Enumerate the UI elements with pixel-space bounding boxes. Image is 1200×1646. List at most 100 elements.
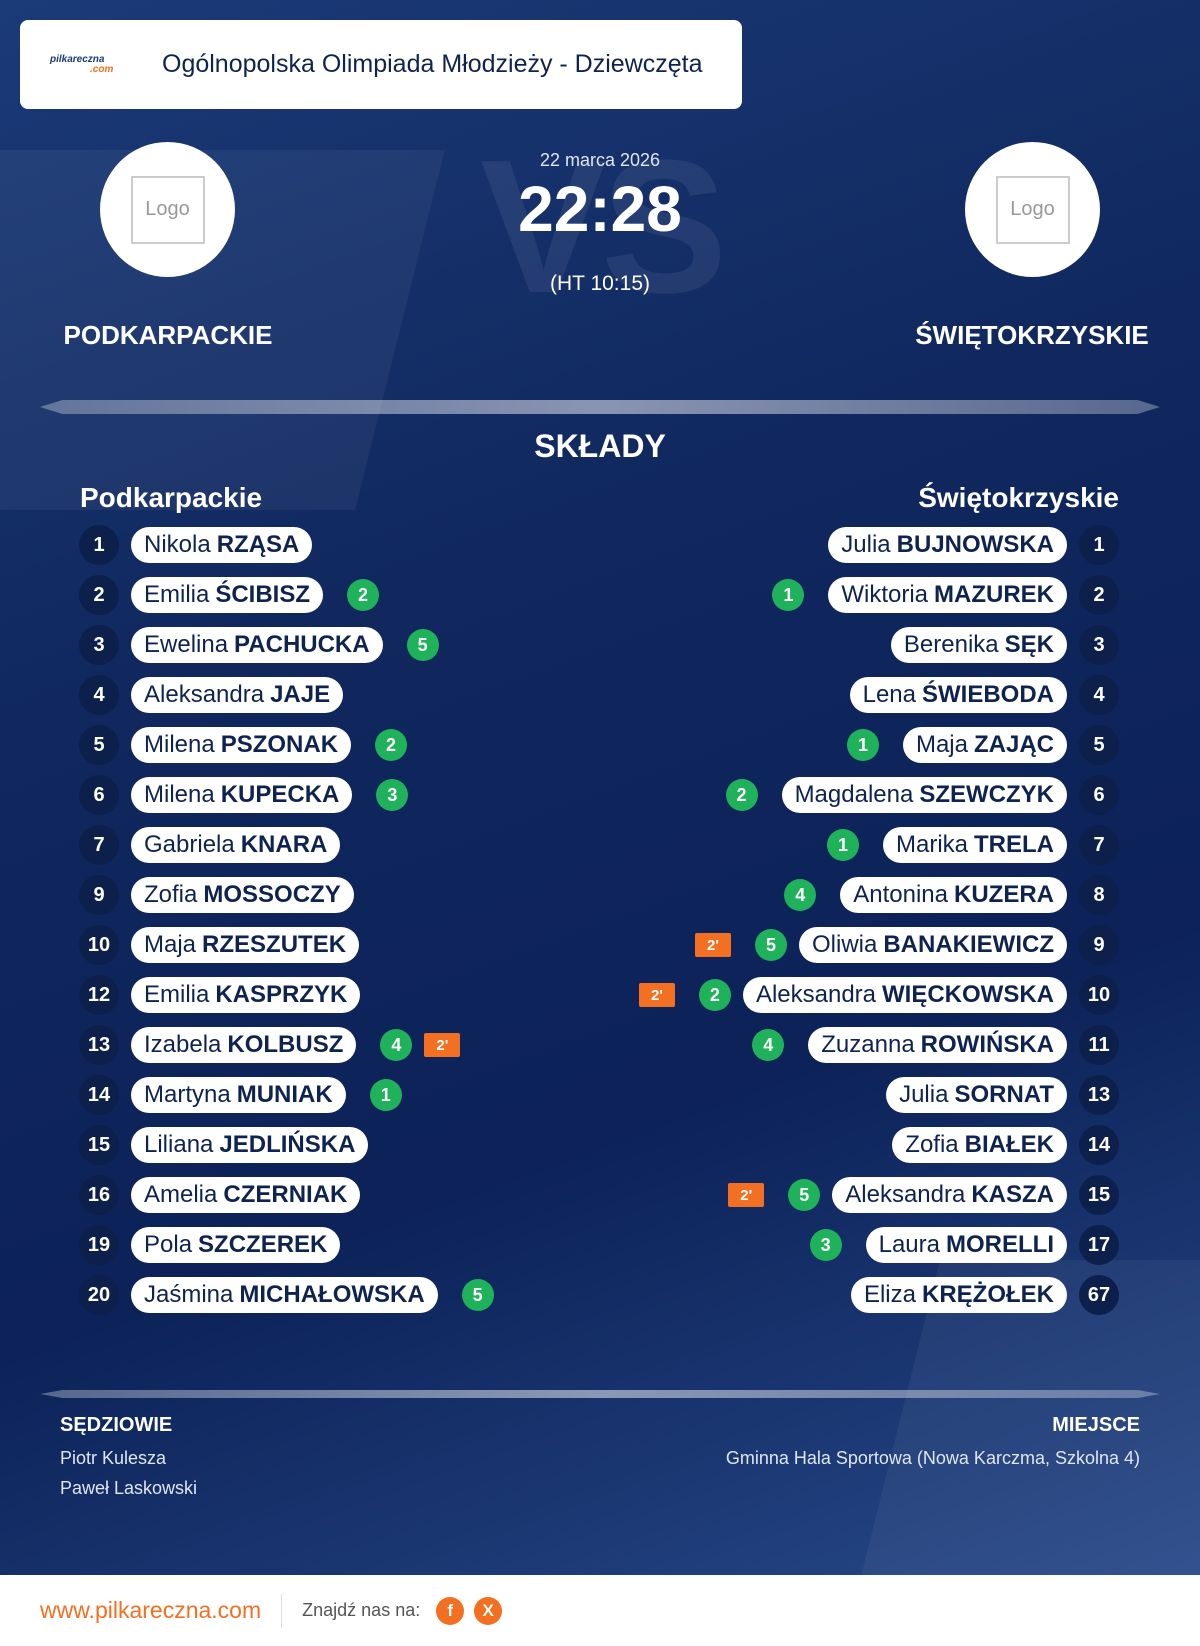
player-name: Liliana JEDLIŃSKA — [131, 1127, 369, 1163]
player-name: Maja RZESZUTEK — [131, 927, 360, 963]
shirt-number: 19 — [79, 1225, 119, 1265]
player-name: Amelia CZERNIAK — [131, 1177, 361, 1213]
goals: 4 — [752, 1029, 785, 1061]
player-name: Eliza KRĘŻOŁEK — [850, 1277, 1067, 1313]
shirt-number: 11 — [1079, 1025, 1119, 1065]
goals: 4 — [784, 879, 817, 911]
away-logo: Logo — [965, 142, 1100, 277]
first-name: Ewelina — [144, 631, 229, 658]
player-name: Julia BUJNOWSKA — [828, 527, 1067, 563]
find-us: Znajdź nas na: — [302, 1600, 421, 1620]
first-name: Laura — [878, 1231, 940, 1258]
player-name: Wiktoria MAZUREK — [828, 577, 1067, 613]
shirt-number: 7 — [1079, 825, 1119, 865]
goals: 2 — [698, 979, 731, 1011]
player-name: Emilia KASPRZYK — [131, 977, 361, 1013]
logo-placeholder: Logo — [130, 175, 205, 244]
shirt-number: 15 — [79, 1125, 119, 1165]
player-row: 3 Berenika SĘK — [890, 625, 1119, 665]
shirt-number: 15 — [1079, 1175, 1119, 1215]
x-link[interactable]: X — [474, 1596, 503, 1625]
player-row: 15 Aleksandra KASZA 5 2' — [728, 1175, 1119, 1215]
player-name: Berenika SĘK — [890, 627, 1067, 663]
first-name: Milena — [144, 731, 215, 758]
first-name: Amelia — [144, 1181, 218, 1208]
goals: 2 — [375, 729, 408, 761]
first-name: Berenika — [903, 631, 999, 658]
date: 22 marca 2026 — [539, 150, 661, 170]
section-title: SKŁADY — [534, 428, 666, 464]
last-name: BIAŁEK — [964, 1131, 1054, 1158]
player-name: Zofia MOSSOCZY — [131, 877, 354, 913]
player-row: 12 Emilia KASPRZYK — [79, 975, 361, 1015]
player-name: Maja ZAJĄC — [902, 727, 1067, 763]
away-name: ŚWIĘTOKRZYSKIE — [915, 320, 1149, 350]
player-row: 14 Zofia BIAŁEK — [892, 1125, 1119, 1165]
official: Paweł Laskowski — [60, 1478, 198, 1498]
goals: 5 — [755, 929, 787, 961]
first-name: Marika — [895, 831, 968, 858]
shirt-number: 2 — [79, 575, 119, 615]
last-name: KOLBUSZ — [227, 1031, 344, 1058]
goals: 3 — [809, 1229, 842, 1261]
player-name: Martyna MUNIAK — [131, 1077, 346, 1113]
player-row: 6 Milena KUPECKA 3 — [79, 775, 409, 815]
player-row: 20 Jaśmina MICHAŁOWSKA 5 — [79, 1275, 494, 1315]
url[interactable]: www.pilkareczna.com — [40, 1597, 262, 1623]
player-row: 5 Maja ZAJĄC 1 — [846, 725, 1119, 765]
shirt-number: 20 — [79, 1275, 119, 1315]
first-name: Zuzanna — [821, 1031, 915, 1058]
player-name: Antonina KUZERA — [840, 877, 1067, 913]
player-name: Lena ŚWIEBODA — [849, 677, 1067, 713]
venue: MIEJSCE Gminna Hala Sportowa (Nowa Karcz… — [726, 1414, 1140, 1473]
logo-suffix: .com — [90, 63, 114, 75]
last-name: KNARA — [240, 831, 328, 858]
goals: 1 — [826, 829, 859, 861]
last-name: MORELLI — [946, 1231, 1054, 1258]
home-logo: Logo — [100, 142, 235, 277]
player-name: Oliwia BANAKIEWICZ — [799, 927, 1067, 963]
player-row: 16 Amelia CZERNIAK — [79, 1175, 361, 1215]
shirt-number: 13 — [79, 1025, 119, 1065]
goals: 5 — [406, 629, 439, 661]
last-name: PACHUCKA — [234, 631, 370, 658]
player-row: 2 Wiktoria MAZUREK 1 — [772, 575, 1119, 615]
last-name: MAZUREK — [934, 581, 1054, 608]
shirt-number: 10 — [79, 925, 119, 965]
last-name: SĘK — [1004, 631, 1054, 658]
goals: 1 — [772, 579, 805, 611]
goals: 5 — [788, 1179, 821, 1211]
halftime: (HT 10:15) — [550, 272, 650, 295]
player-row: 19 Pola SZCZEREK — [79, 1225, 341, 1265]
last-name: KRĘŻOŁEK — [922, 1281, 1054, 1308]
last-name: JEDLIŃSKA — [219, 1131, 356, 1158]
player-name: Aleksandra JAJE — [131, 677, 344, 713]
player-name: Gabriela KNARA — [131, 827, 341, 863]
last-name: ROWIŃSKA — [920, 1031, 1054, 1058]
last-name: PSZONAK — [220, 731, 339, 758]
last-name: ŚWIEBODA — [922, 681, 1054, 708]
player-name: Izabela KOLBUSZ — [131, 1027, 357, 1063]
goals: 3 — [376, 779, 409, 811]
shirt-number: 16 — [79, 1175, 119, 1215]
player-name: Ewelina PACHUCKA — [131, 627, 383, 663]
first-name: Oliwia — [812, 931, 878, 958]
first-name: Wiktoria — [841, 581, 928, 608]
separator — [281, 1593, 283, 1628]
player-row: 10 Aleksandra WIĘCKOWSKA 2 2' — [638, 975, 1119, 1015]
player-row: 15 Liliana JEDLIŃSKA — [79, 1125, 369, 1165]
player-name: Nikola RZĄSA — [131, 527, 313, 563]
shirt-number: 1 — [1079, 525, 1119, 565]
watermark: VS — [480, 121, 727, 333]
facebook[interactable]: f — [436, 1596, 465, 1625]
shirt-number: 9 — [79, 875, 119, 915]
official: Piotr Kulesza — [60, 1448, 167, 1468]
divider — [40, 1390, 1160, 1398]
first-name: Maja — [144, 931, 197, 958]
shirt-number: 2 — [1079, 575, 1119, 615]
shirt-number: 5 — [1079, 725, 1119, 765]
first-name: Milena — [144, 781, 215, 808]
penalty: 2' — [424, 1033, 461, 1057]
shirt-number: 10 — [1079, 975, 1119, 1015]
